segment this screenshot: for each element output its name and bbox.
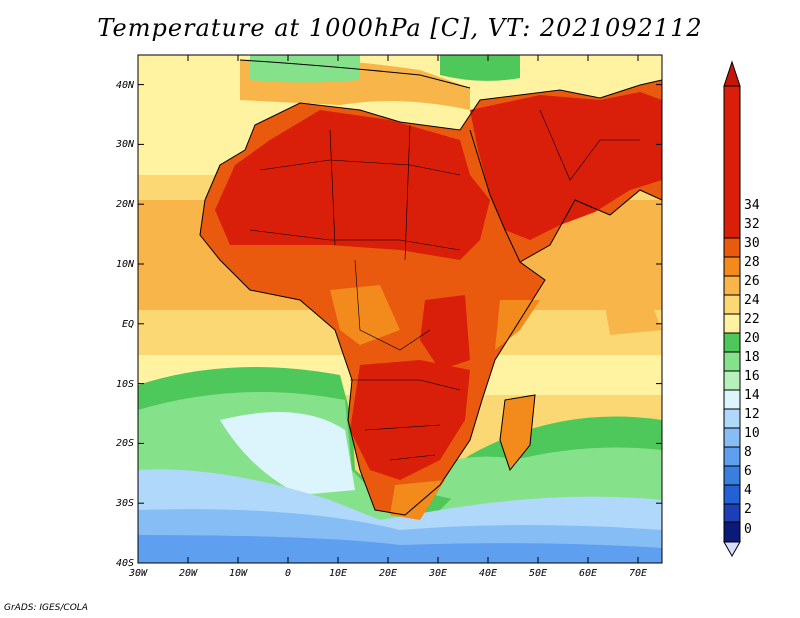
colorbar-swatch [723, 370, 741, 391]
colorbar-label: 22 [744, 312, 760, 327]
colorbar-label: 10 [744, 426, 760, 441]
country-borders [249, 109, 640, 461]
colorbar-label: 28 [744, 255, 760, 270]
colorbar-swatch [723, 294, 741, 315]
colorbar-label: 30 [744, 236, 760, 251]
y-tick-label: 20N [116, 199, 135, 210]
colorbar-swatch [723, 237, 741, 258]
colorbar-label: 12 [744, 407, 760, 422]
colorbar-under-arrow [723, 541, 741, 558]
colorbar-labels: 0 2 4 6 8 10 12 14 16 18 20 22 24 26 28 … [744, 198, 760, 537]
colorbar-label: 0 [744, 522, 752, 537]
colorbar-label: 16 [744, 369, 760, 384]
colorbar-swatch [723, 484, 741, 505]
y-tick-label: EQ [122, 319, 134, 330]
colorbar-swatch [723, 465, 741, 486]
coastlines [199, 59, 662, 516]
colorbar-label: 26 [744, 274, 760, 289]
colorbar-swatch [723, 85, 741, 239]
colorbar [723, 60, 741, 558]
y-tick-label: 20S [116, 438, 134, 449]
x-tick-label: 30W [128, 568, 148, 579]
x-tick-label: 10W [229, 568, 248, 579]
temperature-field [138, 55, 662, 563]
colorbar-swatch [723, 503, 741, 523]
colorbar-label: 20 [744, 331, 760, 346]
y-tick-label: 40S [116, 558, 134, 569]
map-title: Temperature at 1000hPa [C], VT: 20210921… [97, 14, 703, 42]
y-tick-label: 40N [116, 80, 135, 91]
colorbar-swatch [723, 256, 741, 277]
colorbar-label: 8 [744, 445, 752, 460]
x-tick-label: 50E [529, 568, 547, 579]
colorbar-label: 2 [744, 502, 752, 517]
x-tick-label: 0 [285, 568, 291, 579]
x-tick-label: 30E [428, 568, 447, 579]
colorbar-swatch [723, 408, 741, 429]
y-axis: 40S 30S 20S 10S EQ 10N 20N 30N 40N [115, 80, 135, 569]
axis-ticks [137, 55, 662, 564]
x-tick-label: 10E [329, 568, 347, 579]
x-axis: 30W 20W 10W 0 10E 20E 30E 40E 50E 60E 70… [128, 568, 647, 579]
colorbar-label: 4 [744, 483, 752, 498]
x-tick-label: 60E [579, 568, 597, 579]
y-tick-label: 30S [115, 498, 134, 509]
y-tick-label: 10N [116, 259, 135, 270]
colorbar-label: 32 [744, 217, 760, 232]
colorbar-label: 34 [744, 198, 760, 213]
colorbar-label: 14 [744, 388, 760, 403]
colorbar-swatch [723, 521, 741, 543]
colorbar-over-arrow [723, 60, 741, 87]
x-tick-label: 20E [379, 568, 397, 579]
colorbar-swatch [723, 275, 741, 296]
colorbar-label: 24 [744, 293, 760, 308]
x-tick-label: 40E [479, 568, 497, 579]
colorbar-label: 18 [744, 350, 760, 365]
colorbar-swatch [723, 427, 741, 448]
x-tick-label: 70E [629, 568, 647, 579]
colorbar-swatch [723, 351, 741, 372]
colorbar-swatch [723, 313, 741, 334]
x-tick-label: 20W [179, 568, 198, 579]
colorbar-swatch [723, 389, 741, 410]
colorbar-label: 6 [744, 464, 752, 479]
y-tick-label: 30N [115, 139, 135, 150]
colorbar-swatch [723, 332, 741, 353]
colorbar-swatch [723, 446, 741, 467]
map-frame [137, 54, 663, 564]
credit-text: GrADS: IGES/COLA [4, 603, 88, 613]
y-tick-label: 10S [116, 379, 134, 390]
